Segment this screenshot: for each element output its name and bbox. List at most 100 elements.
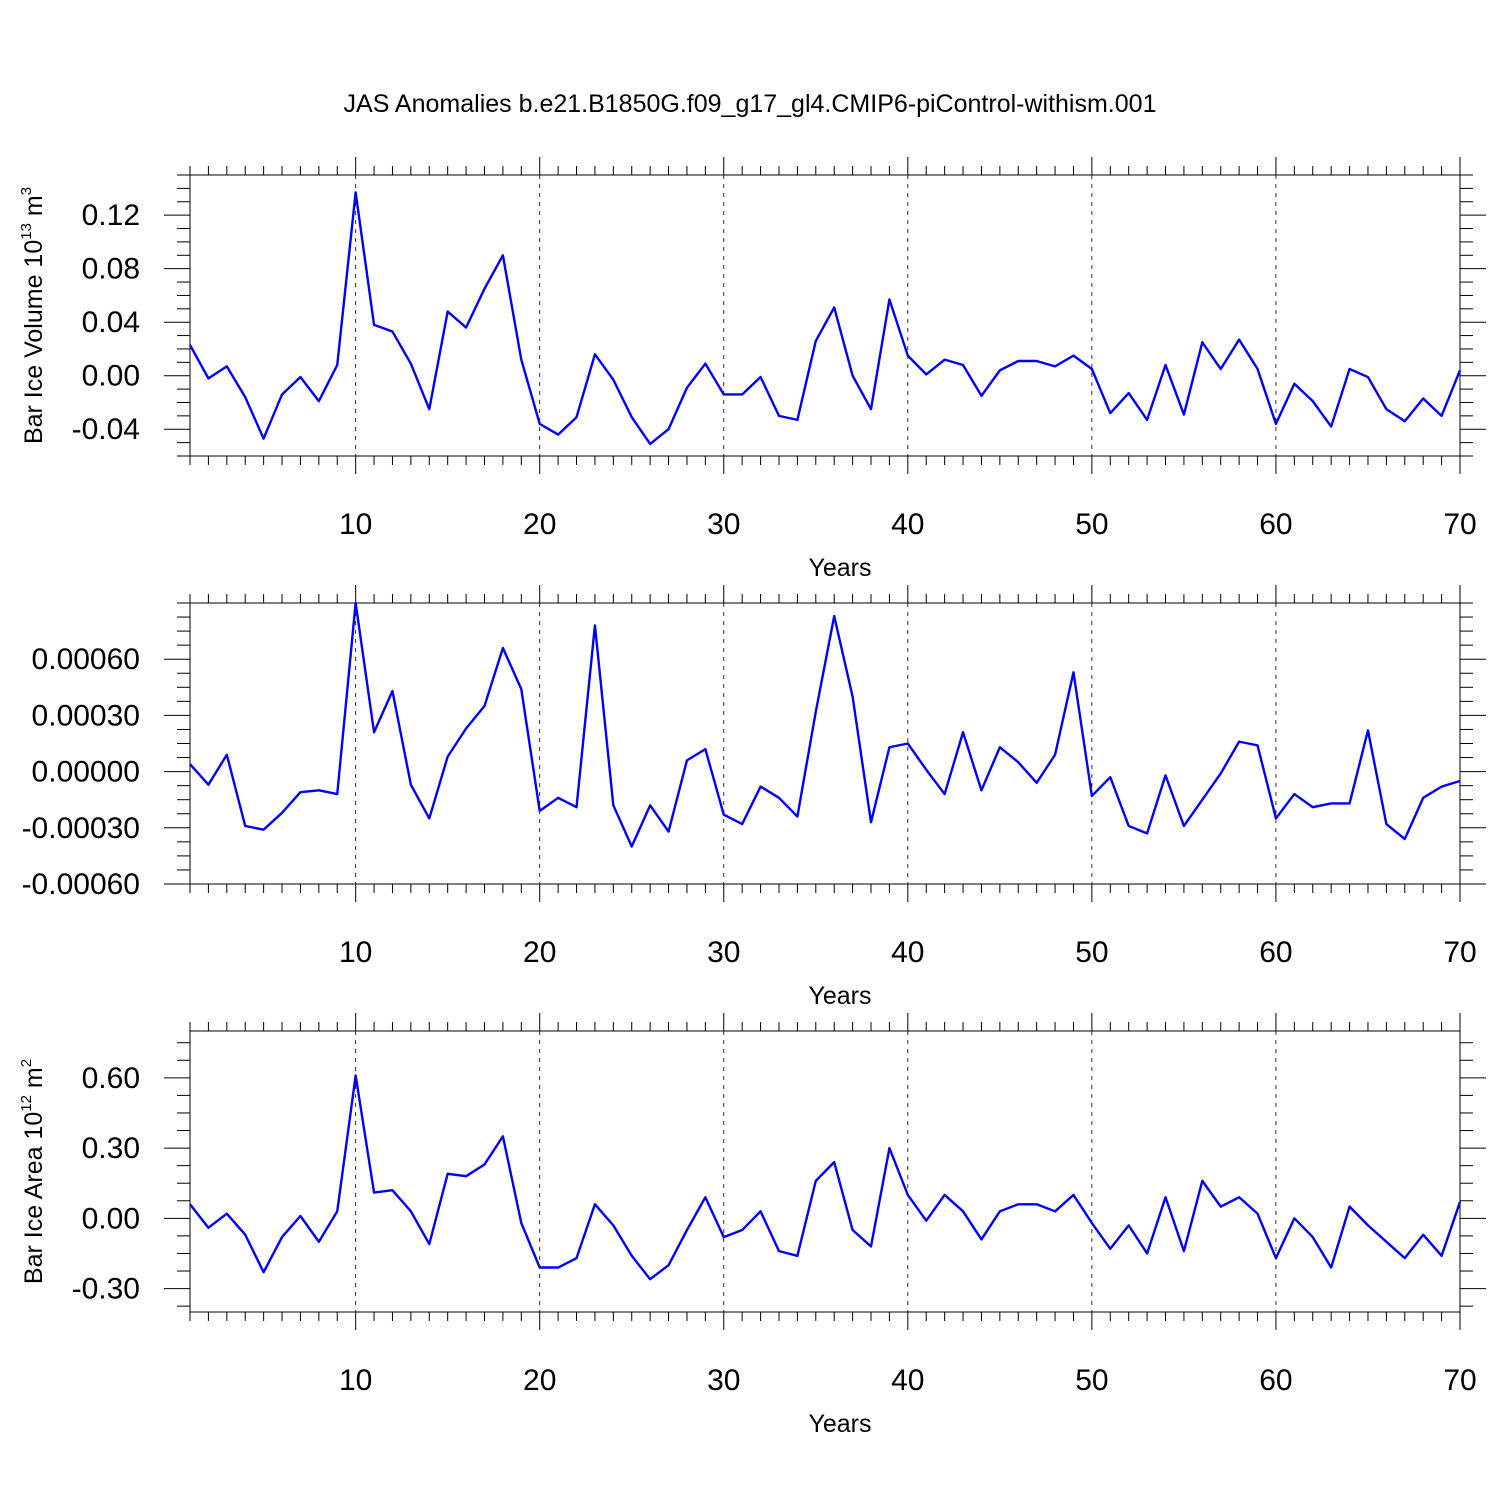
data-point-year-19 — [520, 1222, 522, 1224]
series-line — [188, 191, 1462, 446]
data-point-year-67 — [1404, 1257, 1406, 1259]
data-point-year-6 — [281, 1236, 283, 1238]
data-point-year-49 — [1072, 671, 1074, 673]
data-point-year-8 — [318, 789, 320, 791]
y-axis-title-superscript: 12 — [18, 1095, 35, 1112]
data-point-year-3 — [226, 1212, 228, 1214]
data-point-year-13 — [410, 1210, 412, 1212]
data-point-year-37 — [851, 1229, 853, 1231]
data-point-year-37 — [851, 375, 853, 377]
data-point-year-36 — [833, 306, 835, 308]
data-point-year-59 — [1256, 744, 1258, 746]
data-point-year-29 — [704, 362, 706, 364]
data-point-year-55 — [1183, 1250, 1185, 1252]
data-point-year-38 — [870, 821, 872, 823]
data-point-year-23 — [594, 353, 596, 355]
data-point-year-36 — [833, 615, 835, 617]
data-point-year-62 — [1312, 400, 1314, 402]
data-point-year-22 — [575, 416, 577, 418]
data-point-year-44 — [980, 395, 982, 397]
data-point-year-21 — [557, 433, 559, 435]
y-tick-label: 0.00000 — [32, 756, 140, 789]
data-point-year-63 — [1330, 802, 1332, 804]
data-point-year-65 — [1367, 1224, 1369, 1226]
data-point-year-2 — [207, 1227, 209, 1229]
data-point-year-53 — [1146, 832, 1148, 834]
data-point-year-46 — [1017, 761, 1019, 763]
data-point-year-19 — [520, 358, 522, 360]
data-point-year-33 — [778, 1250, 780, 1252]
data-point-year-14 — [428, 817, 430, 819]
data-point-year-21 — [557, 797, 559, 799]
data-point-year-60 — [1275, 817, 1277, 819]
data-point-year-60 — [1275, 423, 1277, 425]
data-point-year-45 — [999, 369, 1001, 371]
y-tick-label: 0.60 — [82, 1062, 140, 1095]
y-axis-title-superscript: 13 — [18, 223, 35, 240]
data-point-year-7 — [299, 791, 301, 793]
data-point-year-66 — [1385, 408, 1387, 410]
data-point-year-33 — [778, 415, 780, 417]
data-point-year-43 — [962, 1210, 964, 1212]
x-tick-label: 50 — [1075, 508, 1108, 541]
data-point-year-26 — [649, 443, 651, 445]
data-point-year-12 — [391, 330, 393, 332]
panel-bar-ice-area: 10 20 30 40 50 60 70 -0.30 0.00 0.30 0.60 Years Bar … — [18, 1013, 1486, 1438]
x-tick-label: 10 — [339, 508, 372, 541]
y-axis-title-superscript: 2 — [18, 1059, 35, 1067]
data-point-year-56 — [1201, 1180, 1203, 1182]
data-point-year-66 — [1385, 1241, 1387, 1243]
data-point-year-10 — [354, 602, 356, 604]
x-tick-label: 30 — [707, 508, 740, 541]
data-point-year-9 — [336, 1210, 338, 1212]
data-point-year-25 — [631, 845, 633, 847]
data-point-year-27 — [667, 830, 669, 832]
data-point-year-8 — [318, 1241, 320, 1243]
data-point-year-27 — [667, 428, 669, 430]
x-tick-label: 40 — [891, 508, 924, 541]
figure-title: JAS Anomalies b.e21.B1850G.f09_g17_gl4.C… — [344, 90, 1157, 118]
x-tick-label: 20 — [523, 936, 556, 969]
data-point-year-69 — [1440, 785, 1442, 787]
data-point-year-22 — [575, 806, 577, 808]
data-point-year-54 — [1164, 774, 1166, 776]
data-point-year-53 — [1146, 1252, 1148, 1254]
data-point-year-44 — [980, 1238, 982, 1240]
data-point-year-13 — [410, 784, 412, 786]
data-point-year-26 — [649, 804, 651, 806]
y-axis-title-text: Bar Ice Area 10 — [20, 1112, 48, 1284]
data-point-year-67 — [1404, 420, 1406, 422]
data-point-year-11 — [373, 324, 375, 326]
data-point-year-70 — [1459, 1201, 1461, 1203]
data-point-year-29 — [704, 748, 706, 750]
data-point-year-52 — [1127, 1224, 1129, 1226]
data-point-year-70 — [1459, 780, 1461, 782]
data-point-year-5 — [262, 828, 264, 830]
data-point-year-33 — [778, 797, 780, 799]
data-point-year-56 — [1201, 341, 1203, 343]
data-point-year-32 — [759, 376, 761, 378]
data-point-year-2 — [207, 784, 209, 786]
x-tick-label: 10 — [339, 936, 372, 969]
data-point-year-9 — [336, 364, 338, 366]
data-point-year-52 — [1127, 825, 1129, 827]
data-point-year-8 — [318, 400, 320, 402]
x-axis-title: Years — [808, 554, 871, 582]
data-point-year-38 — [870, 1245, 872, 1247]
data-point-year-38 — [870, 408, 872, 410]
x-tick-label: 70 — [1443, 1364, 1476, 1397]
data-point-year-46 — [1017, 360, 1019, 362]
data-point-year-65 — [1367, 729, 1369, 731]
x-tick-label: 10 — [339, 1364, 372, 1397]
data-point-year-12 — [391, 690, 393, 692]
data-point-year-31 — [741, 823, 743, 825]
data-point-year-30 — [723, 1236, 725, 1238]
data-point-year-10 — [354, 191, 356, 193]
data-point-year-61 — [1293, 793, 1295, 795]
data-point-year-17 — [483, 1163, 485, 1165]
y-axis-title-text: m — [20, 195, 48, 223]
data-point-year-50 — [1091, 795, 1093, 797]
y-axis-title: Bar Ice Volume 1013 m3 — [18, 187, 48, 444]
